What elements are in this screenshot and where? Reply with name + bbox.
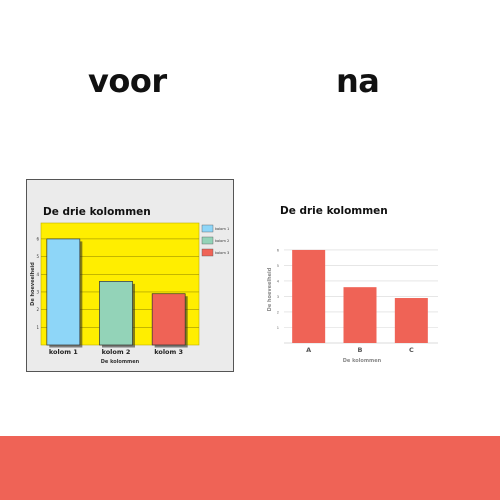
y-tick-label: 1 bbox=[36, 325, 39, 330]
chart-title: De drie kolommen bbox=[280, 205, 388, 217]
bar bbox=[151, 293, 186, 346]
chart-title: De drie kolommen bbox=[43, 206, 151, 218]
y-axis-label: De hoeveelheid bbox=[30, 262, 36, 306]
bar bbox=[292, 249, 326, 343]
x-tick-label: kolom 3 bbox=[154, 348, 183, 356]
legend-swatch bbox=[201, 224, 214, 233]
y-axis-label: De hoeveelheid bbox=[267, 267, 273, 311]
x-tick-label: kolom 2 bbox=[102, 348, 131, 356]
chart-after: De drie kolommen 1 2 3 4 5 6 A B C De kolommen De h… bbox=[267, 205, 438, 364]
heading-after: na bbox=[336, 62, 380, 100]
y-tick-label: 2 bbox=[277, 310, 279, 314]
legend-label: kolom 2 bbox=[215, 239, 229, 243]
x-axis-label: De kolommen bbox=[101, 359, 140, 365]
x-tick-label: A bbox=[306, 346, 311, 354]
y-tick-label: 3 bbox=[277, 295, 279, 299]
bar bbox=[99, 280, 133, 346]
y-tick-label: 5 bbox=[277, 264, 279, 268]
chart-after-panel: De drie kolommen 1 2 3 4 5 6 A B C De kolommen De h… bbox=[267, 190, 448, 380]
chart-before: De drie kolommen 1 2 3 4 5 6 kolom 1 kolom 2 kolo… bbox=[30, 206, 229, 365]
y-tick-label: 6 bbox=[277, 248, 280, 252]
x-tick-label: kolom 1 bbox=[49, 348, 78, 356]
x-tick-label: B bbox=[358, 346, 363, 354]
legend-swatch bbox=[201, 236, 214, 245]
y-tick-label: 1 bbox=[277, 326, 279, 330]
chart-before-panel: De drie kolommen 1 2 3 4 5 6 kolom 1 kolom 2 kolo… bbox=[26, 179, 234, 372]
y-tick-label: 6 bbox=[36, 236, 39, 241]
heading-before: voor bbox=[88, 62, 167, 100]
x-axis-label: De kolommen bbox=[343, 358, 382, 364]
y-tick-label: 4 bbox=[277, 279, 280, 283]
bar bbox=[343, 287, 377, 343]
legend-label: kolom 3 bbox=[215, 251, 229, 255]
y-tick-label: 3 bbox=[36, 289, 39, 294]
bar bbox=[46, 238, 81, 346]
y-tick-label: 4 bbox=[36, 272, 39, 277]
x-tick-label: C bbox=[409, 346, 414, 354]
y-tick-label: 5 bbox=[36, 254, 39, 259]
bar bbox=[394, 298, 428, 343]
footer-band bbox=[0, 436, 500, 500]
legend-swatch bbox=[201, 248, 214, 257]
y-tick-label: 2 bbox=[36, 307, 39, 312]
legend-label: kolom 1 bbox=[215, 227, 229, 231]
